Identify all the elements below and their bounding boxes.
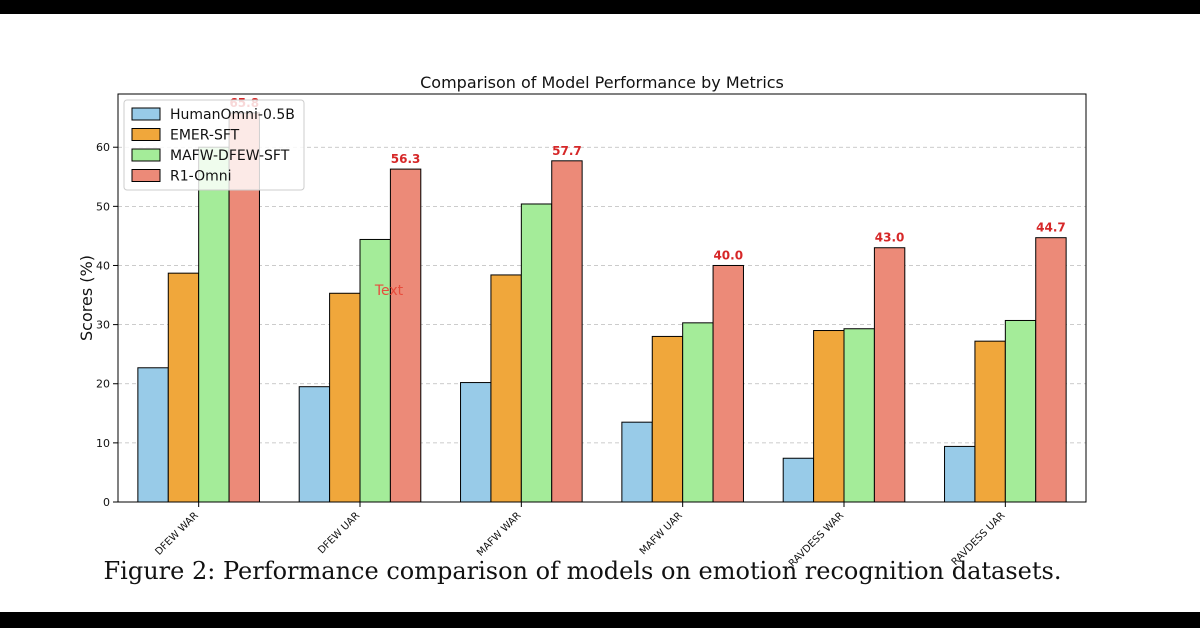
x-tick-label: DFEW UAR xyxy=(316,510,362,556)
legend-entry: MAFW-DFEW-SFT xyxy=(170,148,290,164)
y-tick-label: 10 xyxy=(96,437,110,450)
bar xyxy=(813,330,845,503)
bar xyxy=(1035,237,1067,503)
bar xyxy=(651,335,684,503)
bar xyxy=(621,421,653,503)
bar xyxy=(712,264,744,503)
bar xyxy=(873,247,906,503)
legend-swatch xyxy=(131,148,161,162)
bar xyxy=(298,386,331,503)
bar-value-label: 43.0 xyxy=(875,231,905,245)
bar xyxy=(167,272,200,503)
gridlines xyxy=(118,146,1086,444)
annotations: Text xyxy=(374,283,404,299)
value-labels: 65.856.357.740.043.044.7 xyxy=(229,96,1065,263)
bar xyxy=(843,328,875,503)
legend-swatch xyxy=(131,107,161,121)
bar-value-label: 40.0 xyxy=(713,248,743,262)
x-tick-label: MAFW WAR xyxy=(475,510,523,558)
bar xyxy=(1004,319,1037,503)
bar xyxy=(974,340,1006,503)
y-axis-label: Scores (%) xyxy=(77,255,96,341)
legend-box xyxy=(123,99,305,191)
y-tick-label: 20 xyxy=(96,378,110,391)
legend-swatch xyxy=(131,128,161,141)
bar xyxy=(944,445,976,503)
legend-entry: HumanOmni-0.5B xyxy=(170,107,295,123)
bar xyxy=(359,238,391,503)
chart-title: Comparison of Model Performance by Metri… xyxy=(420,73,784,92)
bar xyxy=(389,168,422,503)
legend-entry: R1-Omni xyxy=(170,169,232,185)
legend: HumanOmni-0.5B EMER-SFT MAFW-DFEW-SFT R1-Om… xyxy=(123,99,305,191)
bar xyxy=(329,292,361,503)
y-axis: 0 10 20 30 40 50 60 xyxy=(96,141,118,509)
bar xyxy=(782,457,815,503)
bar-value-label: 56.3 xyxy=(391,152,421,166)
bar-value-label: 44.7 xyxy=(1036,221,1066,235)
bottom-black-band xyxy=(0,612,1200,628)
annotation-text: Text xyxy=(374,283,404,299)
bar xyxy=(682,322,714,503)
y-tick-label: 0 xyxy=(103,496,110,509)
bar xyxy=(137,367,169,503)
y-tick-label: 30 xyxy=(96,319,110,332)
y-tick-label: 40 xyxy=(96,259,110,272)
bar xyxy=(460,382,492,503)
legend-swatch xyxy=(131,169,161,182)
legend-entry: EMER-SFT xyxy=(170,128,240,144)
figure-caption: Figure 2: Performance comparison of mode… xyxy=(103,557,1062,585)
top-black-band xyxy=(0,0,1200,14)
bar xyxy=(490,274,522,503)
y-tick-label: 50 xyxy=(96,200,110,213)
bar xyxy=(198,146,230,503)
bar xyxy=(520,203,553,503)
x-tick-label: DFEW WAR xyxy=(153,510,200,557)
y-tick-label: 60 xyxy=(96,141,110,154)
plot-frame xyxy=(117,93,1087,503)
bar xyxy=(551,160,583,503)
x-tick-label: MAFW UAR xyxy=(638,510,685,557)
bar-value-label: 57.7 xyxy=(552,144,582,158)
